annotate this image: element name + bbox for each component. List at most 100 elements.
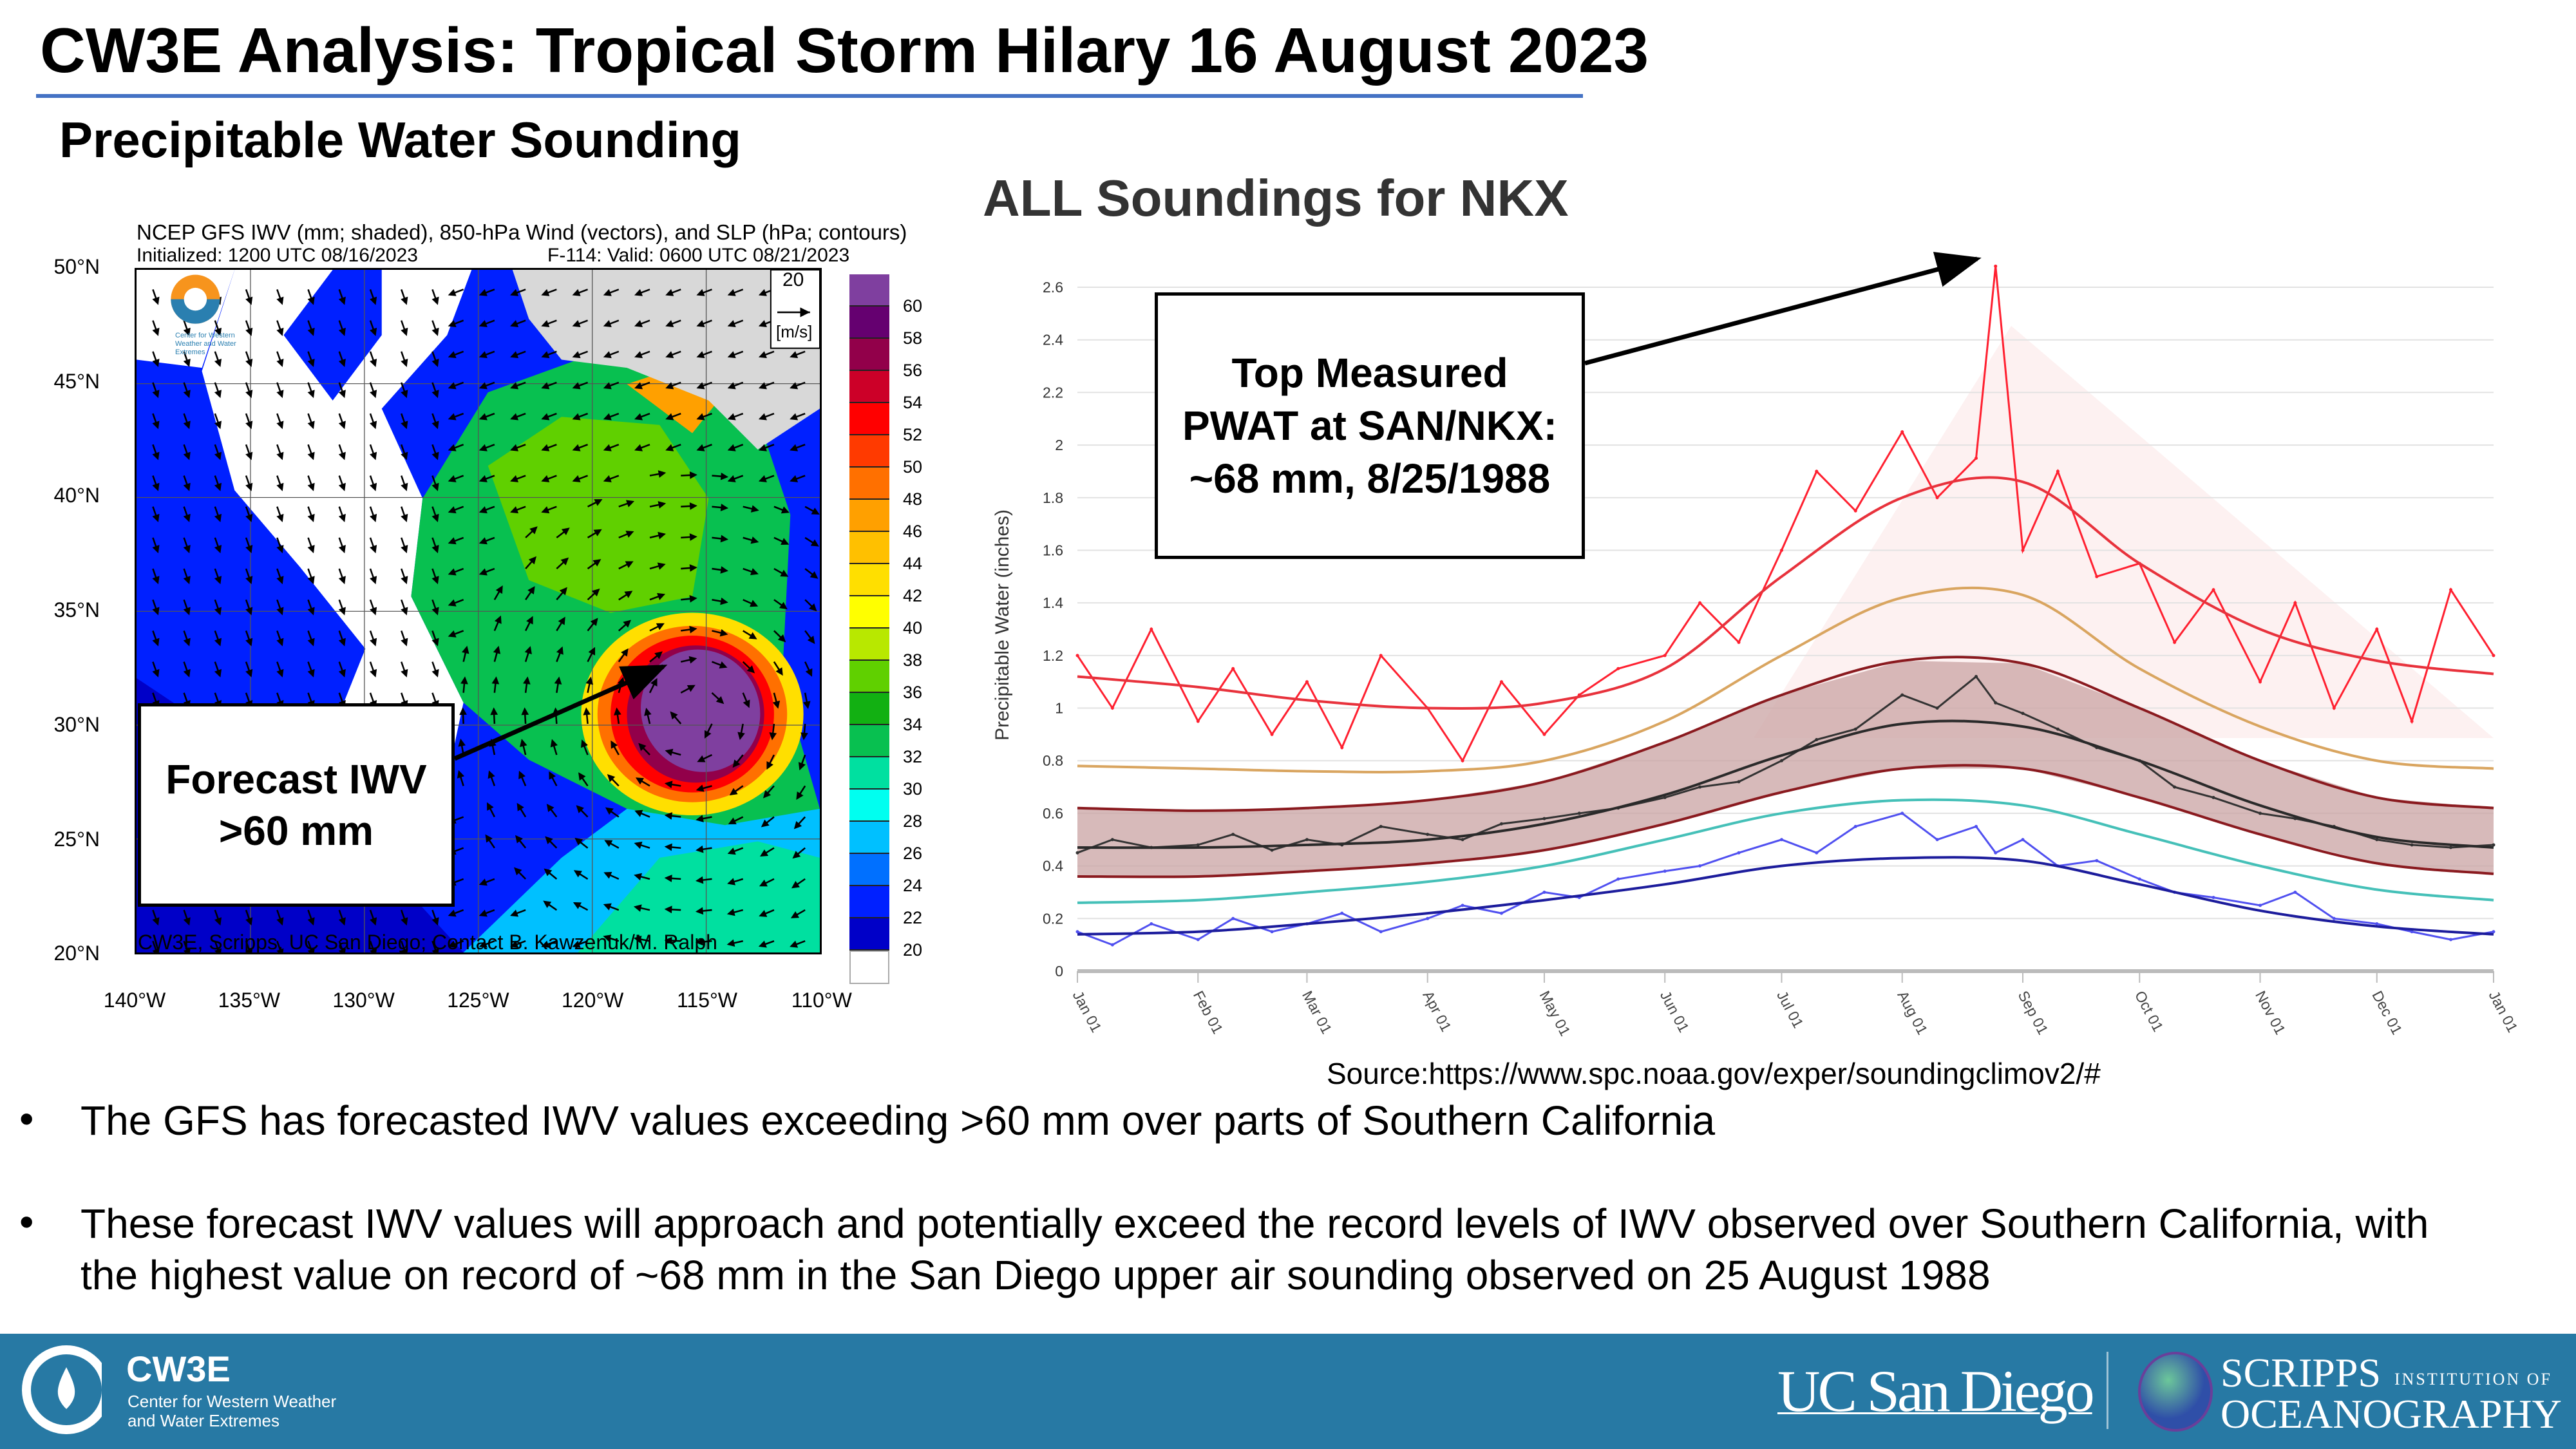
- logo-divider: [2107, 1352, 2108, 1429]
- wind-vector-head: [696, 784, 705, 792]
- daily-point: [1975, 675, 1978, 679]
- colorbar-label: 40: [903, 618, 923, 638]
- wind-vector-head: [431, 327, 439, 336]
- wind-vector-head: [245, 451, 253, 460]
- wind-vector-head: [594, 499, 603, 506]
- x-tick-label: Jun 01: [1657, 988, 1692, 1035]
- wind-vector-head: [307, 545, 315, 554]
- wind-vector-head: [462, 645, 469, 654]
- wind-vector-head: [750, 600, 759, 607]
- globe-icon: [2138, 1352, 2213, 1432]
- wind-vector-head: [750, 505, 759, 513]
- wind-vector-head: [576, 805, 584, 813]
- daily-point: [1815, 738, 1819, 742]
- wind-vector-head: [727, 320, 736, 327]
- y-tick-label: 2.2: [1043, 384, 1063, 401]
- map-moist-region: [578, 841, 820, 952]
- wind-vector-head: [307, 327, 315, 336]
- wind-vector-head: [214, 451, 222, 460]
- wind-vector-head: [732, 759, 741, 768]
- daily-point: [2375, 922, 2379, 925]
- wind-vector-head: [487, 802, 494, 811]
- reference-vector-box: [770, 270, 820, 349]
- wind-vector-head: [431, 668, 439, 677]
- y-tick-label: 0.4: [1043, 858, 1063, 875]
- map-land-gray: [512, 270, 820, 450]
- wind-vector-head: [183, 451, 191, 460]
- wind-vector-head: [634, 382, 643, 390]
- wind-vector-head: [689, 502, 697, 510]
- longitude-label: 125°W: [447, 989, 509, 1012]
- wind-vector-head: [401, 607, 408, 616]
- wind-vector-head: [431, 576, 439, 585]
- wind-vector-head: [152, 390, 160, 399]
- pwat-chart: 0 0.2 0.4 0.6 0.8 1 1.2 1.4 1.6 1.8 2 2.2 2.4 2.6 Jan …: [1043, 264, 2521, 1039]
- wind-vector-head: [728, 817, 737, 824]
- latitude-label: 25°N: [53, 827, 100, 851]
- latitude-label: 20°N: [53, 942, 100, 965]
- wind-vector-head: [592, 559, 601, 567]
- daily-point: [2410, 719, 2414, 723]
- daily-point: [1815, 469, 1819, 473]
- wind-vector: [401, 940, 406, 952]
- wind-vector-head: [743, 699, 750, 708]
- wind-vector-head: [478, 506, 488, 514]
- colorbar-swatch: [849, 854, 889, 886]
- wind-vector: [245, 940, 251, 952]
- wind-vector-head: [245, 482, 253, 491]
- wind-vector-head: [658, 501, 667, 509]
- colorbar-label: 56: [903, 361, 923, 380]
- wind-vector-head: [431, 545, 439, 554]
- wind-vector-head: [556, 646, 564, 655]
- daily-point: [2332, 706, 2336, 710]
- wind-vector-head: [370, 668, 377, 677]
- wind-vector-head: [276, 917, 284, 926]
- daily-point: [2137, 877, 2141, 881]
- wind-vector-head: [696, 320, 705, 327]
- wind-vector-head: [527, 586, 535, 595]
- colorbar-label: 44: [903, 554, 923, 573]
- wind-vector-head: [665, 413, 674, 421]
- bullet-text: the highest value on record of ~68 mm in…: [80, 1252, 1991, 1298]
- wind-vector-head: [541, 475, 550, 482]
- wind-vector-head: [370, 948, 377, 952]
- daily-point: [1231, 667, 1235, 670]
- callout-line: Top Measured: [1231, 350, 1508, 396]
- reference-vector-value: 20: [782, 269, 804, 290]
- wind-vector-head: [338, 668, 346, 677]
- wind-vector-head: [478, 289, 488, 296]
- scripps-logo-word: SCRIPPS: [2221, 1350, 2382, 1396]
- wind-vector-head: [625, 500, 634, 507]
- wind-vector-head: [401, 545, 408, 554]
- wind-vector-head: [790, 382, 799, 390]
- wind-vector-head: [276, 482, 284, 491]
- wind-vector-head: [695, 938, 704, 946]
- wind-vector-head: [656, 623, 665, 630]
- wind-vector-head: [607, 773, 616, 782]
- wind-vector-head: [152, 917, 160, 926]
- wind-vector-head: [790, 475, 799, 482]
- wind-vector-head: [719, 661, 728, 668]
- wind-vector-head: [689, 533, 697, 541]
- wind-vector-head: [183, 390, 191, 399]
- longitude-label: 135°W: [218, 989, 280, 1012]
- wind-vector-head: [781, 538, 790, 545]
- wind-vector-head: [448, 320, 457, 327]
- reference-vector-arrowhead: [800, 307, 810, 317]
- wind-vector-head: [245, 327, 253, 336]
- wind-vector-head: [431, 638, 439, 647]
- wind-vector-head: [603, 475, 612, 482]
- x-tick-label: Nov 01: [2252, 988, 2289, 1037]
- daily-point: [1900, 430, 1904, 434]
- colorbar-swatch: [849, 918, 889, 951]
- wind-vector-head: [572, 382, 581, 390]
- wind-vector-head: [696, 351, 705, 359]
- wind-vector-head: [665, 444, 674, 451]
- slide-title: CW3E Analysis: Tropical Storm Hilary 16 …: [40, 15, 1649, 86]
- wind-vector-head: [696, 815, 704, 822]
- wind-vector-head: [603, 351, 612, 359]
- daily-point: [1075, 654, 1079, 658]
- cw3e-logo-icon-lower: [171, 299, 220, 324]
- wind-vector-head: [518, 770, 526, 779]
- colorbar-swatch: [849, 596, 889, 629]
